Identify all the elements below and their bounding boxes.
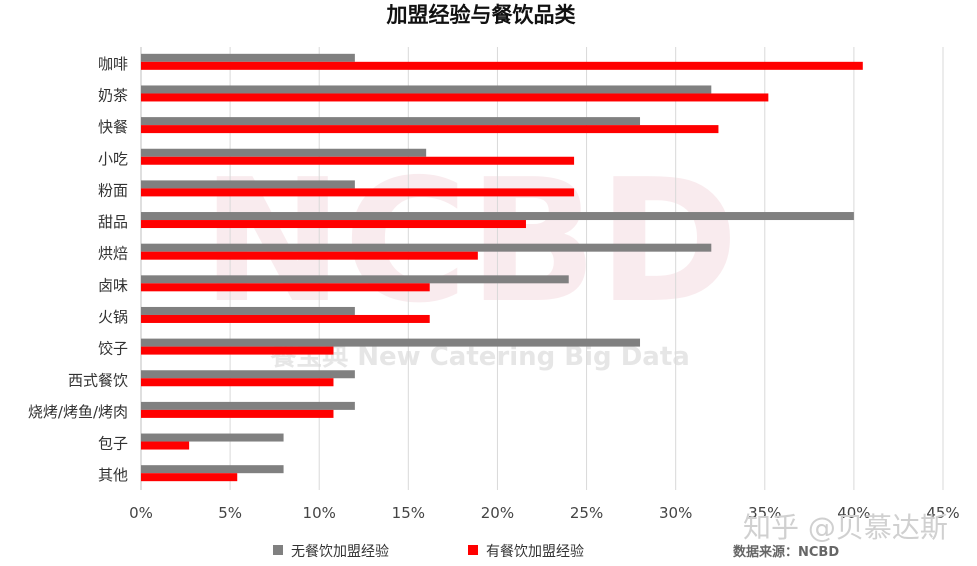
bar-with-experience: [141, 473, 238, 482]
category-label: 火锅: [98, 308, 128, 326]
x-tick-label: 30%: [659, 504, 692, 522]
category-label: 小吃: [98, 150, 128, 168]
x-tick-labels: 0% 5% 10% 15% 20% 25% 30% 35% 40% 45%: [129, 504, 960, 522]
x-tick-label: 10%: [303, 504, 336, 522]
bar-with-experience: [141, 93, 769, 102]
x-tick-label: 40%: [837, 504, 870, 522]
legend-swatch-no-experience: [273, 545, 283, 555]
bar-no-experience: [141, 117, 641, 126]
category-label: 卤味: [98, 276, 128, 294]
category-label: 甜品: [98, 213, 128, 231]
x-tick-label: 45%: [926, 504, 959, 522]
bar-with-experience: [141, 409, 334, 418]
x-tick-label: 20%: [481, 504, 514, 522]
bar-no-experience: [141, 148, 427, 157]
bar-with-experience: [141, 188, 575, 197]
category-label: 烧烤/烤鱼/烤肉: [28, 403, 128, 421]
bar-with-experience: [141, 378, 334, 387]
bar-no-experience: [141, 401, 355, 410]
x-tick-label: 15%: [392, 504, 425, 522]
x-tick-label: 0%: [129, 504, 153, 522]
bar-with-experience: [141, 441, 190, 450]
legend-swatch-with-experience: [468, 545, 478, 555]
bar-with-experience: [141, 220, 526, 229]
category-label: 快餐: [98, 118, 128, 136]
bar-no-experience: [141, 465, 284, 474]
category-label: 粉面: [98, 181, 128, 199]
bar-no-experience: [141, 433, 284, 442]
category-label: 饺子: [98, 340, 128, 358]
chart-title: 加盟经验与餐饮品类: [386, 3, 577, 27]
category-label: 奶茶: [98, 86, 128, 104]
zhihu-watermark: 知乎 @贝慕达斯: [743, 511, 948, 544]
bar-no-experience: [141, 53, 355, 62]
legend-label-with-experience: 有餐饮加盟经验: [486, 544, 584, 560]
x-tick-label: 25%: [570, 504, 603, 522]
bar-no-experience: [141, 243, 712, 252]
bar-no-experience: [141, 306, 355, 315]
bar-with-experience: [141, 251, 478, 260]
category-label: 烘焙: [98, 245, 128, 263]
category-label: 包子: [98, 435, 128, 453]
bar-no-experience: [141, 212, 854, 221]
source-note: 数据来源：NCBD: [733, 544, 839, 560]
bar-with-experience: [141, 283, 430, 292]
category-label: 其他: [98, 466, 128, 484]
legend: 无餐饮加盟经验 有餐饮加盟经验: [273, 544, 584, 560]
bar-no-experience: [141, 370, 355, 379]
bar-with-experience: [141, 61, 863, 70]
bar-no-experience: [141, 85, 712, 94]
bar-no-experience: [141, 180, 355, 189]
category-label: 咖啡: [98, 55, 128, 73]
x-tick-label: 35%: [748, 504, 781, 522]
bar-with-experience: [141, 125, 719, 134]
bar-no-experience: [141, 338, 641, 347]
bars: [141, 53, 863, 482]
bar-no-experience: [141, 275, 569, 284]
bar-with-experience: [141, 156, 575, 165]
legend-label-no-experience: 无餐饮加盟经验: [291, 544, 389, 560]
bar-with-experience: [141, 346, 334, 355]
x-tick-label: 5%: [218, 504, 242, 522]
category-label: 西式餐饮: [68, 371, 128, 389]
bar-with-experience: [141, 314, 430, 323]
